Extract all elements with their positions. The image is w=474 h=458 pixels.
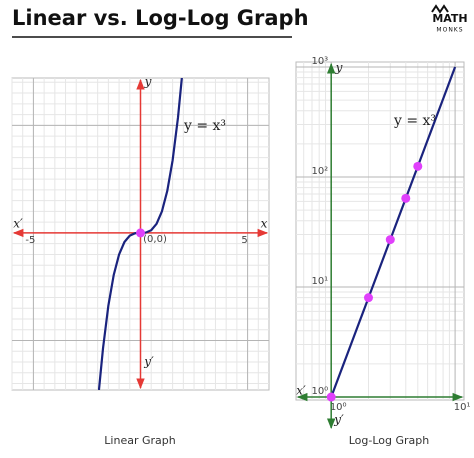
axis-label: y	[335, 61, 343, 75]
x-tick-label: -5	[25, 235, 35, 246]
logo-icon	[431, 4, 449, 14]
y-tick-label: 10³	[311, 56, 328, 67]
axis-label: (0,0)	[143, 234, 167, 245]
chart: -5 5 x′ x y y′ (0,0) y = x³ Linear Graph	[11, 75, 270, 447]
y-tick-label: 10²	[311, 166, 328, 177]
point	[136, 228, 145, 238]
point	[401, 193, 411, 203]
axis-label: y	[144, 75, 152, 89]
title: Linear vs. Log-Log Graph	[12, 6, 309, 30]
point	[413, 161, 423, 171]
curve	[330, 66, 457, 398]
y-tick-label: 10⁰	[311, 386, 328, 397]
x-tick-label: 10⁰	[330, 402, 347, 413]
caption: Linear Graph	[104, 434, 175, 447]
axis-label: x′	[13, 217, 23, 231]
x-tick-label: 5	[241, 235, 247, 246]
point	[326, 392, 336, 402]
point	[385, 235, 395, 245]
axis-label: y′	[333, 413, 344, 427]
annotation: y = x³	[393, 113, 436, 129]
logo-text: MATH	[432, 12, 467, 25]
caption: Log-Log Graph	[349, 434, 430, 447]
logo-subtext: MONKS	[436, 27, 463, 34]
annotation: y = x³	[183, 118, 226, 134]
point	[363, 293, 373, 303]
x-tick-label: 10¹	[454, 402, 471, 413]
chart: 10⁰ 10¹ 10⁰ 10¹ 10² 10³ x′ y y′ y = x³ Log-Log Gra…	[295, 56, 471, 447]
axis-label: y′	[143, 355, 154, 369]
y-tick-label: 10¹	[311, 276, 328, 287]
axis-label: x	[261, 217, 268, 231]
axis-label: x′	[296, 384, 306, 398]
